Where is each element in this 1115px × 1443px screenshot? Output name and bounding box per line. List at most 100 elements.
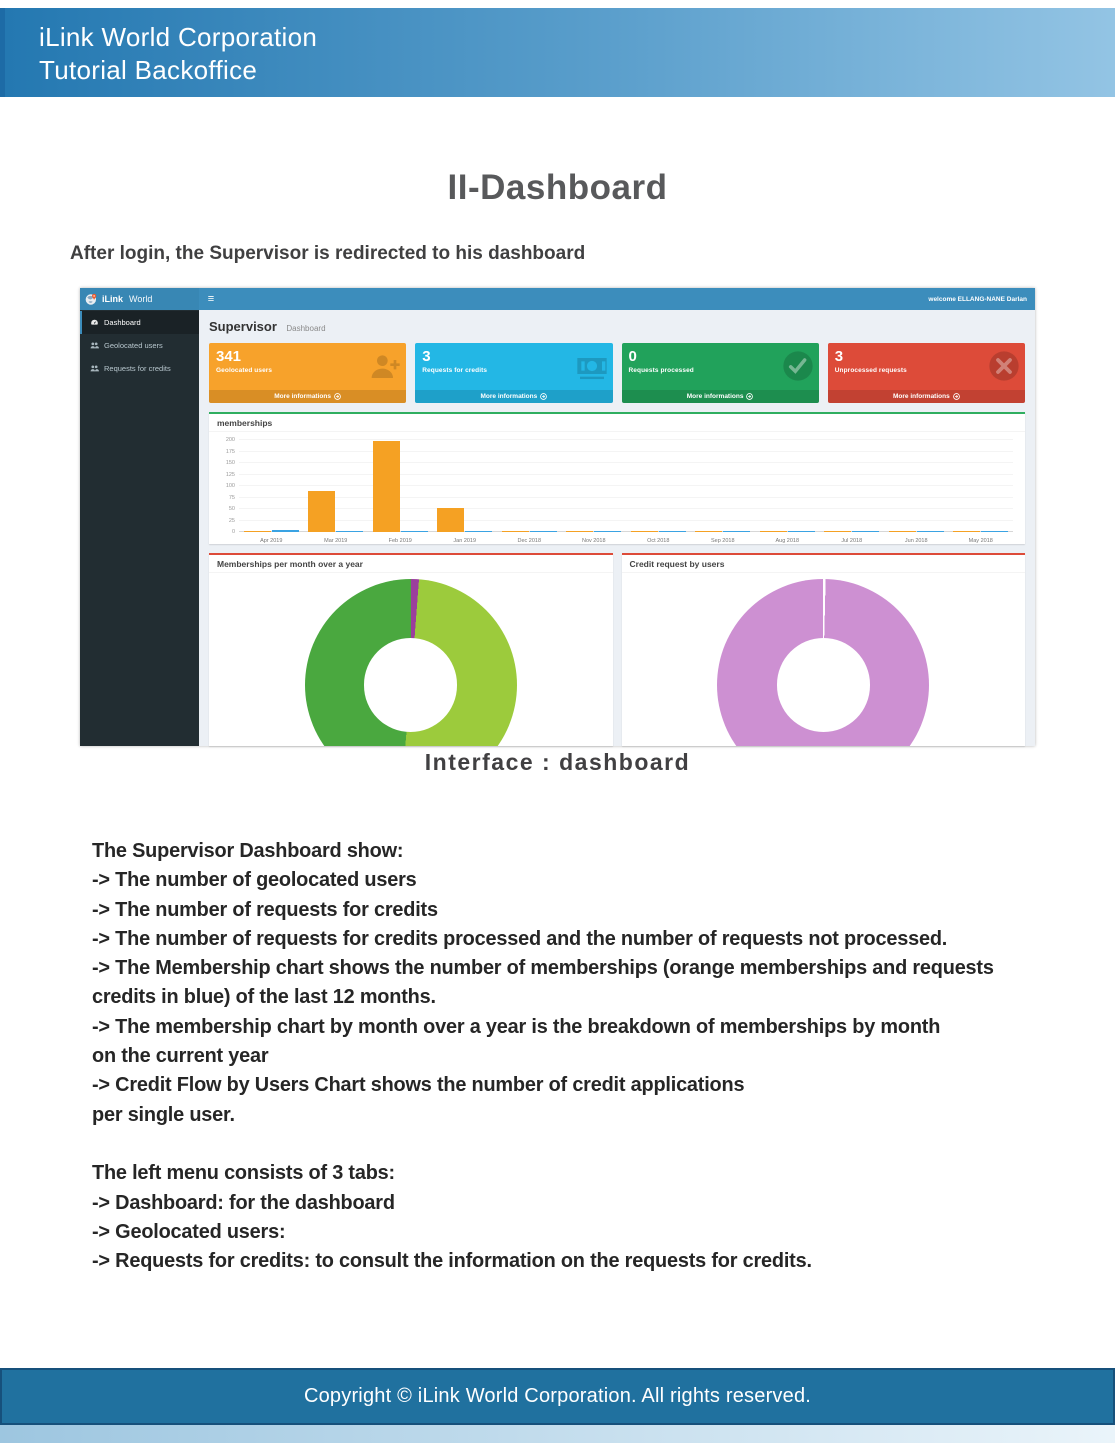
arrow-circle-right-icon <box>334 393 341 400</box>
sidebar-item-label: Dashboard <box>104 318 141 327</box>
x-axis-label: Nov 2018 <box>581 538 606 544</box>
dashboard-icon <box>91 319 98 325</box>
stat-card-requests-for-credits: 3 Requests for credits More informations <box>415 343 613 403</box>
sidebar-item-dashboard[interactable]: Dashboard <box>80 311 199 334</box>
body-text-line: -> Dashboard: for the dashboard <box>92 1190 395 1214</box>
main-content: Supervisor Dashboard 341 Geolocated user… <box>199 310 1035 746</box>
sidebar-toggle-button[interactable]: ≡ <box>199 288 223 310</box>
gridline <box>239 462 1013 463</box>
more-informations-link[interactable]: More informations <box>415 390 613 403</box>
brand-name-light: World <box>129 294 153 304</box>
y-axis-label: 200 <box>225 437 235 443</box>
gridline <box>239 508 1013 509</box>
bar-requests-credits <box>723 531 751 532</box>
sidebar-item-requests-for-credits[interactable]: Requests for credits <box>80 357 199 380</box>
body-text-line: per single user. <box>92 1102 235 1126</box>
gridline <box>239 485 1013 486</box>
sidebar-item-label: Geolocated users <box>104 341 163 350</box>
stat-value: 3 <box>422 348 431 365</box>
bar-requests-credits <box>916 531 944 532</box>
x-axis-label: Feb 2019 <box>388 538 412 544</box>
more-informations-link[interactable]: More informations <box>621 390 819 403</box>
app-logo[interactable]: iLink World <box>80 288 199 310</box>
body-text: The Supervisor Dashboard show: -> The num… <box>92 836 1052 1275</box>
bar-requests-credits <box>981 531 1009 532</box>
memberships-donut-chart <box>304 579 517 746</box>
stat-label: Requests for credits <box>422 367 488 375</box>
more-informations-label: More informations <box>893 393 950 400</box>
sidebar-item-geolocated-users[interactable]: Geolocated users <box>80 334 199 357</box>
arrow-circle-right-icon <box>952 393 960 400</box>
stat-value: 0 <box>628 348 637 365</box>
memberships-bar-chart: 0 25 50 75 100 125 150 175 200 Apr 2019 Mar 2019 Fe… <box>213 436 1015 544</box>
bar-memberships <box>953 530 981 532</box>
y-axis-label: 25 <box>228 517 235 524</box>
donut-chart-area <box>209 573 613 746</box>
more-informations-label: More informations <box>274 393 331 400</box>
bar-group <box>433 440 498 532</box>
body-text-line: -> The number of geolocated users <box>92 868 417 892</box>
sidebar-item-label: Requests for credits <box>104 364 171 373</box>
bar-memberships <box>566 530 594 532</box>
gridline <box>239 450 1013 452</box>
y-axis-label: 0 <box>231 529 235 535</box>
bar-requests-credits <box>852 531 880 532</box>
bar-memberships <box>888 531 916 532</box>
bar-requests-credits <box>594 531 622 532</box>
bar-memberships <box>437 508 465 532</box>
stat-card-body: 341 Geolocated users <box>209 343 406 390</box>
arrow-circle-right-icon <box>540 393 548 400</box>
bar-memberships <box>372 440 400 532</box>
bar-memberships <box>501 531 529 532</box>
bar-memberships <box>759 531 787 532</box>
stat-label: Requests processed <box>628 367 694 375</box>
stat-card-requests-processed: 0 Requests processed More informations <box>621 343 819 403</box>
copyright-text: Copyright © iLink World Corporation. All… <box>303 1385 812 1407</box>
left-sidebar: Dashboard Geolocated users Requests for … <box>80 310 199 746</box>
arrow-circle-right-icon <box>746 393 754 400</box>
x-axis-label: Mar 2019 <box>324 538 348 544</box>
x-axis-label: Apr 2019 <box>260 538 283 544</box>
bar-group <box>368 440 433 532</box>
gridline <box>239 473 1013 475</box>
stat-value: 341 <box>216 348 242 365</box>
credit-requests-donut-chart <box>717 579 930 746</box>
stat-card-body: 3 Requests for credits <box>415 343 612 390</box>
brand-name-bold: iLink <box>102 294 124 304</box>
content-breadcrumb: Dashboard <box>286 324 326 333</box>
gridline <box>239 496 1013 498</box>
x-axis-label: Dec 2018 <box>517 538 542 544</box>
bar-requests-credits <box>336 531 364 532</box>
bar-group <box>820 440 885 532</box>
panel-title: Memberships per month over a year <box>209 555 613 573</box>
check-circle-icon <box>783 351 813 381</box>
y-axis-label: 150 <box>225 460 235 466</box>
x-axis-label: Oct 2018 <box>647 538 670 544</box>
memberships-per-month-panel: Memberships per month over a year <box>209 553 613 746</box>
stat-cards-row: 341 Geolocated users More informations <box>209 343 1025 403</box>
x-circle-icon <box>989 351 1019 381</box>
content-header: Supervisor Dashboard <box>209 318 1025 336</box>
body-text-line: -> Geolocated users: <box>92 1219 286 1243</box>
y-axis-label: 50 <box>228 506 235 512</box>
hamburger-icon: ≡ <box>207 293 215 305</box>
stat-label: Geolocated users <box>216 367 273 375</box>
more-informations-link[interactable]: More informations <box>827 390 1025 403</box>
welcome-user-label[interactable]: welcome ELLANG-NANE Darlan <box>928 295 1027 303</box>
bar-group <box>562 440 627 532</box>
bar-requests-credits <box>787 531 815 532</box>
dashboard-body: Dashboard Geolocated users Requests for … <box>80 310 1035 746</box>
bar-group <box>949 440 1014 532</box>
body-text-line: -> The number of requests for credits pr… <box>92 926 948 950</box>
page-title: II-Dashboard <box>447 168 668 207</box>
bar-group <box>239 440 304 532</box>
more-informations-link[interactable]: More informations <box>209 390 407 403</box>
body-text-line: -> Requests for credits: to consult the … <box>92 1249 812 1273</box>
stat-card-unprocessed-requests: 3 Unprocessed requests More informations <box>827 343 1025 403</box>
bar-requests-credits <box>271 530 299 532</box>
stat-value: 3 <box>834 348 844 365</box>
footer-gradient-strip <box>0 1425 1115 1443</box>
users-icon <box>90 342 99 349</box>
body-text-line: -> Credit Flow by Users Chart shows the … <box>92 1073 745 1097</box>
